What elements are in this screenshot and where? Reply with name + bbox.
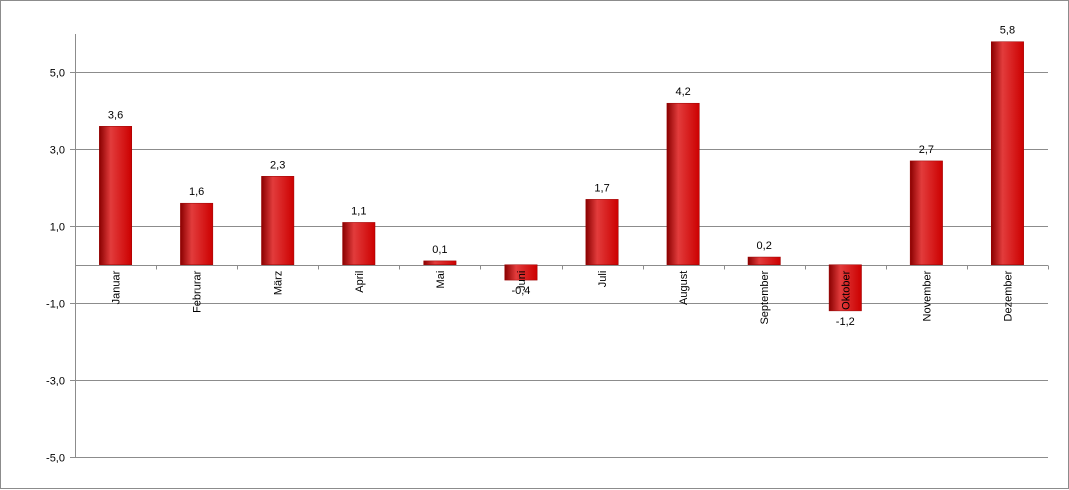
data-label: 0,2 bbox=[757, 240, 772, 252]
category-label: Dezember bbox=[1002, 270, 1014, 321]
y-tick-labels: 5,0 3,0 1,0 -1,0 -3,0 -5,0 bbox=[46, 68, 65, 465]
category-label: Juli bbox=[597, 271, 609, 288]
category-label: Oktober bbox=[840, 270, 852, 309]
category-label: August bbox=[678, 271, 690, 305]
bar bbox=[99, 126, 133, 265]
data-label: 3,6 bbox=[108, 109, 123, 121]
bar bbox=[342, 222, 376, 265]
data-label: 0,1 bbox=[432, 244, 447, 256]
bar bbox=[504, 264, 538, 281]
data-label: 1,1 bbox=[351, 205, 366, 217]
y-tick-label: 1,0 bbox=[50, 222, 65, 234]
bar bbox=[828, 264, 862, 312]
y-tick-label: -5,0 bbox=[46, 453, 65, 465]
category-label: Februrar bbox=[192, 270, 204, 313]
data-labels: 3,6 1,6 2,3 1,1 0,1 -0,4 1,7 4,2 0,2 -1,2 2,7 5,8 bbox=[108, 25, 1015, 328]
data-label: -1,2 bbox=[836, 316, 855, 328]
data-label: 5,8 bbox=[1000, 25, 1015, 37]
data-label: 2,7 bbox=[919, 144, 934, 156]
category-labels: Januar Februrar März April Mai Juni Juli August… bbox=[111, 270, 1015, 324]
data-label: 4,2 bbox=[675, 86, 690, 98]
category-label: Januar bbox=[111, 270, 123, 304]
axes bbox=[70, 34, 1049, 458]
category-label: März bbox=[273, 271, 285, 295]
data-label: -0,4 bbox=[511, 285, 530, 297]
category-label: November bbox=[921, 270, 933, 321]
data-label: 2,3 bbox=[270, 159, 285, 171]
y-tick-label: 5,0 bbox=[50, 68, 65, 80]
y-tick-label: -1,0 bbox=[46, 299, 65, 311]
category-label: Juni bbox=[516, 271, 528, 291]
bar bbox=[180, 202, 214, 265]
bars bbox=[99, 41, 1024, 312]
y-tick-label: -3,0 bbox=[46, 376, 65, 388]
data-label: 1,6 bbox=[189, 186, 204, 198]
bar bbox=[585, 199, 619, 265]
bar bbox=[747, 256, 781, 265]
bar bbox=[990, 41, 1024, 265]
y-tick-label: 3,0 bbox=[50, 145, 65, 157]
bar bbox=[261, 176, 295, 265]
bar bbox=[423, 260, 457, 265]
gridlines bbox=[75, 72, 1048, 458]
bar bbox=[909, 160, 943, 265]
category-label: Mai bbox=[435, 271, 447, 289]
data-label: 1,7 bbox=[594, 182, 609, 194]
bar bbox=[666, 102, 700, 265]
category-label: September bbox=[759, 270, 771, 324]
category-label: April bbox=[354, 271, 366, 293]
